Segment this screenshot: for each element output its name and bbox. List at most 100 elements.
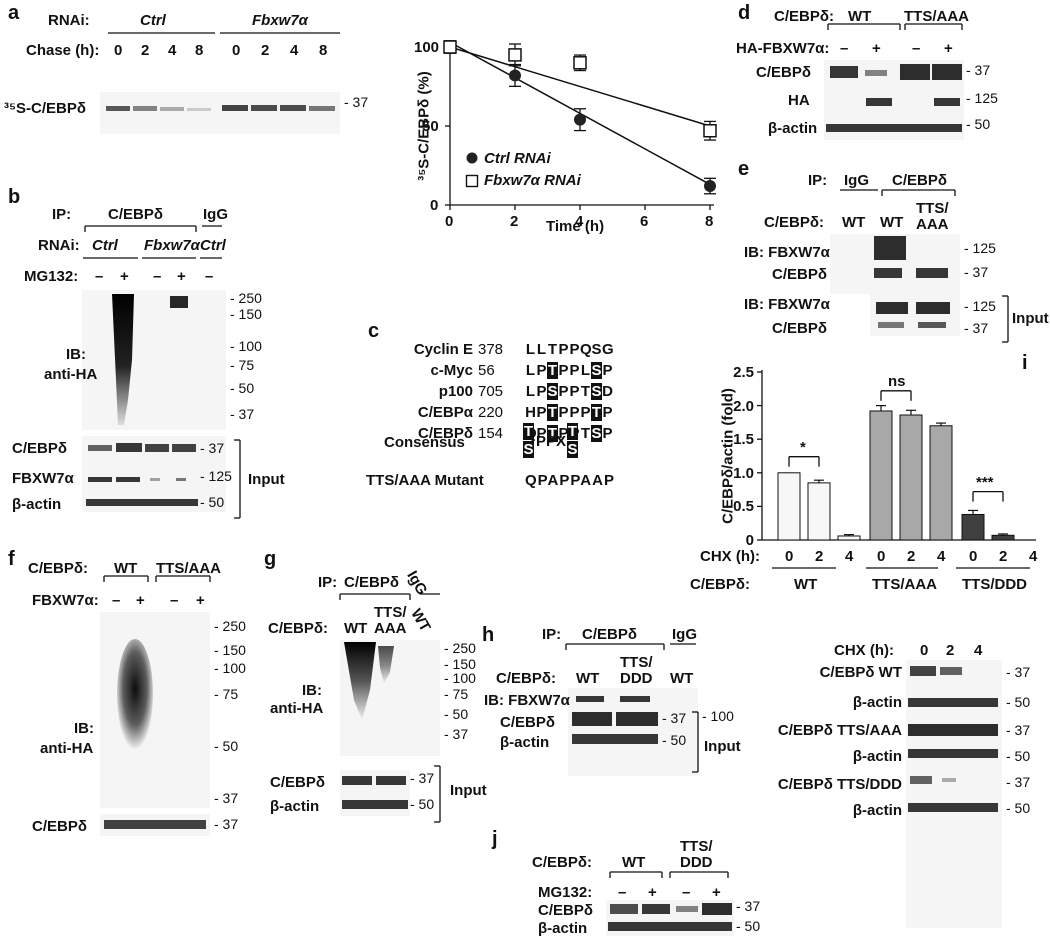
panel-b-sign-4: – <box>205 268 214 285</box>
panel-i-blot-mw-1: - 50 <box>1006 694 1031 710</box>
panel-f-mw-2: - 100 <box>214 660 246 676</box>
panel-j-mw-0: - 37 <box>736 898 761 914</box>
panel-j-row-1: β-actin <box>538 920 588 937</box>
i-y-tick-label: 1.5 <box>733 431 754 449</box>
panel-j-sign-0: – <box>618 884 627 901</box>
panel-g-mw-0: - 250 <box>444 640 476 656</box>
panel-b-mw-5: - 37 <box>230 406 255 422</box>
panel-c-residue: P <box>569 362 580 379</box>
panel-c-boxed-residue: T <box>547 404 558 421</box>
panel-b-fbx: Fbxw7α <box>144 237 200 254</box>
panel-d-sign-2: – <box>912 40 921 57</box>
panel-b-input-row-1: FBXW7α <box>12 470 74 487</box>
panel-j-label: j <box>492 828 498 850</box>
panel-c-boxed-residue: S <box>547 383 558 400</box>
panel-b-ib2: anti-HA <box>44 366 98 383</box>
panel-i-blot-row-3: β-actin <box>852 748 902 765</box>
panel-c-consensus-mid: PPX <box>536 433 567 450</box>
a-point-fbx <box>443 40 457 54</box>
panel-g-ip-label: IP: <box>318 574 338 591</box>
panel-a-chase-7: 8 <box>319 42 328 59</box>
i-chx-tick: 0 <box>969 548 978 565</box>
panel-f-row: C/EBPδ <box>32 818 87 835</box>
panel-g-cebpd-label: C/EBPδ: <box>268 620 328 637</box>
i-chx-tick: 2 <box>815 548 824 565</box>
panel-c-row-name: Cyclin E <box>413 341 473 358</box>
panel-c-residue: L <box>580 362 591 379</box>
panel-f-mw-4: - 50 <box>214 738 239 754</box>
panel-b-rnai-label: RNAi: <box>38 237 80 254</box>
panel-h-cebpd-label: C/EBPδ: <box>496 670 556 687</box>
panel-c-residue: P <box>602 425 613 442</box>
panel-g-label: g <box>264 548 277 570</box>
panel-a-chase-2: 4 <box>168 42 177 59</box>
i-chx-tick: 2 <box>999 548 1008 565</box>
panel-i-blot-mw-3: - 50 <box>1006 748 1031 764</box>
panel-b-ip-cebpd: C/EBPδ <box>108 206 163 223</box>
panel-d-blot <box>824 23 964 140</box>
panel-g-ip-cebpd: C/EBPδ <box>344 574 399 591</box>
panel-b-ip-label: IP: <box>52 206 72 223</box>
panel-d-ha-label: HA-FBXW7α: <box>736 40 830 57</box>
panel-c-consensus-s2: S <box>567 441 578 458</box>
panel-c-residue: L <box>525 362 536 379</box>
panel-d-mw-2: - 50 <box>966 116 991 132</box>
panel-a-chase-0: 0 <box>114 42 123 59</box>
panel-c-residue: S <box>591 341 602 358</box>
a-ylabel: ³⁵S-C/EBPδ (%) <box>415 71 433 181</box>
panel-f-ib2: anti-HA <box>40 740 94 757</box>
panel-a-rnai-label: RNAi: <box>48 12 90 29</box>
panel-e-tts1: TTS/ <box>916 200 949 217</box>
panel-c-boxed-residue: T <box>547 362 558 379</box>
panel-c-mutant-seq: QPAPPAAP <box>525 472 615 489</box>
panel-c-residue: P <box>558 425 569 442</box>
panel-e-igg: IgG <box>844 172 869 189</box>
i-bar <box>837 535 861 541</box>
panel-c-consensus-label: Consensus <box>384 434 465 451</box>
panel-i-blot-mw-5: - 50 <box>1006 800 1031 816</box>
panel-e-input-label: Input <box>1012 310 1049 327</box>
i-sig-label: ns <box>888 372 906 390</box>
panel-c-boxed-residue: T <box>547 425 558 442</box>
panel-d-sign-0: – <box>840 40 849 57</box>
panel-a-fbx: Fbxw7α <box>252 12 308 29</box>
i-chx-tick: 0 <box>877 548 886 565</box>
panel-f-label: f <box>8 548 15 570</box>
i-bar <box>807 482 831 541</box>
panel-d-tts: TTS/AAA <box>904 8 969 25</box>
panel-g-tts1: TTS/ <box>374 604 407 621</box>
panel-b-input-mw-0: - 37 <box>200 440 225 456</box>
panel-h-ib-mw: - 100 <box>702 708 734 724</box>
panel-b-mw-3: - 75 <box>230 357 255 373</box>
panel-b-mg-label: MG132: <box>24 268 79 285</box>
panel-b-input-mw-2: - 50 <box>200 494 225 510</box>
panel-e-lane-0: WT <box>842 214 866 231</box>
panel-i-blot-row-2: C/EBPδ TTS/AAA <box>777 722 902 739</box>
panel-g-mw-5: - 37 <box>444 726 469 742</box>
panel-c-row-pos: 378 <box>478 341 504 358</box>
a-x-tick-label: 0 <box>445 213 454 230</box>
panel-b-input-row-0: C/EBPδ <box>12 440 67 457</box>
panel-d-row-2: β-actin <box>768 120 818 137</box>
panel-c-boxed-residue: T <box>591 404 602 421</box>
panel-e-blot <box>830 189 1009 343</box>
panel-i-label: i <box>1022 352 1028 374</box>
panel-c-residue: P <box>602 362 613 379</box>
a-y-tick-label: 0 <box>430 197 439 214</box>
i-chx-tick: 4 <box>1029 548 1038 565</box>
panel-h-row-1: β-actin <box>500 734 550 751</box>
panel-c-boxed-residue: S <box>591 383 602 400</box>
panel-h-row-mw-1: - 50 <box>662 732 687 748</box>
a-xlabel: Time (h) <box>546 218 605 235</box>
a-point-fbx <box>573 56 587 70</box>
panel-d-mw-0: - 37 <box>966 62 991 78</box>
panel-c-residue: G <box>602 341 614 358</box>
i-bar <box>961 513 985 541</box>
panel-c-row-name: c-Myc <box>430 362 473 379</box>
panel-b-input-label: Input <box>248 471 285 488</box>
panel-e-mw-3: - 37 <box>964 320 989 336</box>
panel-h-ib-row: IB: FBXW7α <box>484 692 570 709</box>
panel-c-row-pos: 705 <box>478 383 504 400</box>
panel-c-residue: P <box>602 404 613 421</box>
panel-g-mw-3: - 75 <box>444 686 469 702</box>
